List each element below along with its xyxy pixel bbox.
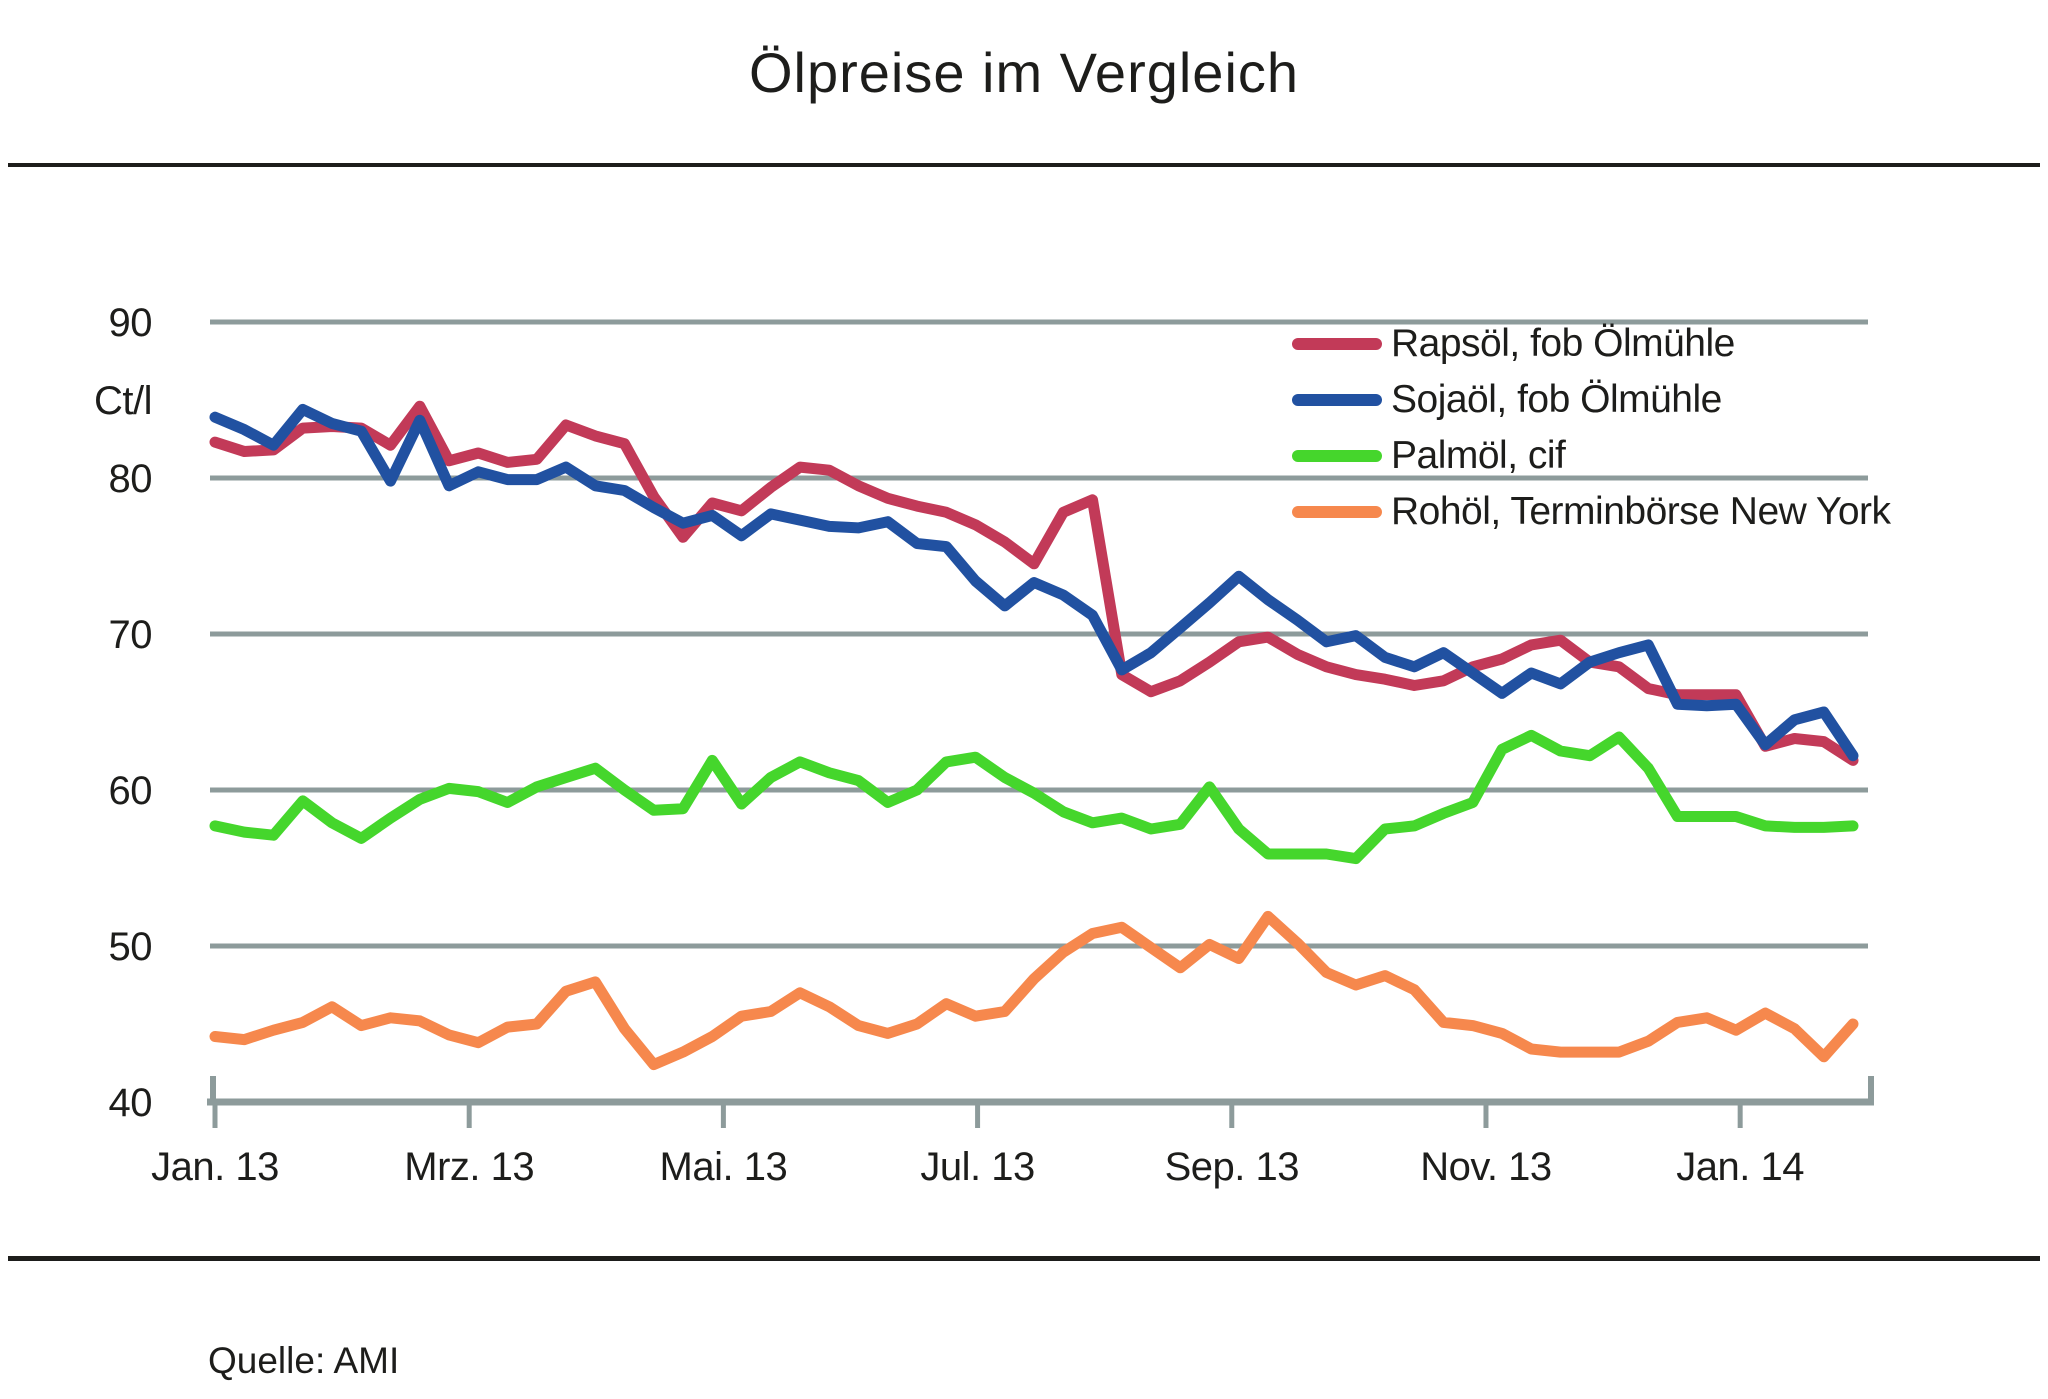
x-tick-label: Jul. 13: [920, 1145, 1034, 1189]
x-tick-label: Mai. 13: [660, 1145, 788, 1189]
page-title: Ölpreise im Vergleich: [748, 41, 1300, 104]
legend: Rapsöl, fob Ölmühle Sojaöl, fob Ölmühle …: [1292, 316, 1891, 540]
y-axis-unit-label: Ct/l: [94, 379, 152, 423]
source-note: Quelle: AMI: [208, 1340, 400, 1381]
legend-label: Rapsöl, fob Ölmühle: [1391, 322, 1735, 365]
legend-swatch-palmoel: [1292, 450, 1382, 462]
x-tick-label: Mrz. 13: [404, 1145, 534, 1189]
y-tick-label: 40: [109, 1081, 153, 1125]
legend-item-sojaoel: Sojaöl, fob Ölmühle: [1292, 372, 1891, 428]
series-line-2: [209, 729, 1859, 865]
legend-item-rapsoel: Rapsöl, fob Ölmühle: [1292, 316, 1891, 372]
legend-label: Palmöl, cif: [1391, 434, 1566, 477]
x-tick-label: Jan. 14: [1676, 1145, 1804, 1189]
y-tick-label: 80: [109, 457, 153, 501]
legend-swatch-sojaoel: [1292, 394, 1382, 406]
y-tick-label: 60: [109, 769, 153, 813]
legend-swatch-rapsoel: [1292, 338, 1382, 350]
series-line-3: [209, 910, 1859, 1071]
legend-label: Sojaöl, fob Ölmühle: [1391, 378, 1722, 421]
legend-item-palmoel: Palmöl, cif: [1292, 428, 1891, 484]
x-tick-label: Jan. 13: [151, 1145, 279, 1189]
series-line-0: [209, 400, 1859, 766]
top-divider: [8, 163, 2040, 167]
series-line-1: [209, 403, 1859, 762]
y-tick-label: 70: [109, 613, 153, 657]
bottom-divider: [8, 1256, 2040, 1261]
legend-item-rohoel: Rohöl, Terminbörse New York: [1292, 484, 1891, 540]
x-tick-label: Nov. 13: [1420, 1145, 1551, 1189]
y-tick-label: 90: [109, 301, 153, 345]
legend-label: Rohöl, Terminbörse New York: [1391, 490, 1891, 533]
y-tick-label: 50: [109, 925, 153, 969]
legend-swatch-rohoel: [1292, 506, 1382, 518]
x-tick-label: Sep. 13: [1165, 1145, 1299, 1189]
